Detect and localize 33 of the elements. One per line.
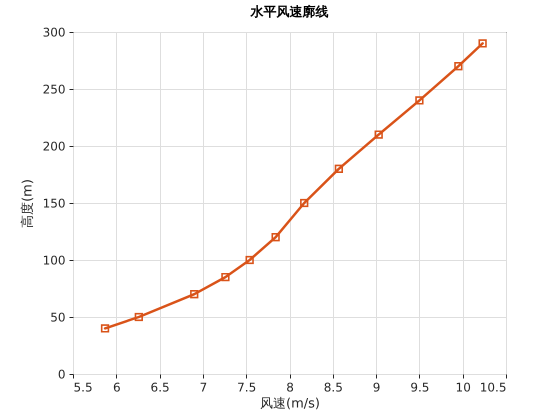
point (246, 256, 254, 264)
point (454, 62, 463, 70)
x-axis-title: 风速(m/s) (260, 396, 320, 412)
x-tick-label: 10.5 (480, 380, 506, 394)
y-tick-label: 300 (42, 26, 66, 40)
x-tick-label: 7.5 (237, 380, 256, 394)
y-tick-label: 150 (42, 196, 66, 210)
y-tick-label: 200 (42, 140, 66, 154)
y-tick-label: 250 (42, 82, 66, 96)
point (221, 272, 230, 282)
x-tick-label: 6.5 (150, 380, 170, 394)
y-axis-title: 高度(m) (20, 179, 36, 228)
x-tick-label: 6 (112, 380, 121, 394)
y-tick-label: 100 (42, 254, 66, 268)
point (271, 233, 280, 242)
x-tick-label: 9.5 (410, 380, 430, 394)
point (300, 198, 308, 208)
x-tick-label: 5.5 (74, 380, 93, 394)
x-tick-label: 10 (456, 380, 471, 394)
x-tick-label: 7 (200, 380, 208, 394)
x-tick-label: 9 (372, 380, 380, 394)
point (415, 96, 424, 105)
point (100, 324, 110, 333)
point (374, 130, 383, 139)
point (190, 290, 198, 298)
y-tick-label: 0 (58, 368, 66, 382)
point (134, 312, 143, 322)
point (478, 39, 487, 48)
y-tick-label: 50 (50, 310, 66, 324)
chart-title: 水平风速廓线 (250, 4, 328, 20)
x-tick-label: 8.5 (324, 380, 343, 394)
point (334, 164, 344, 173)
x-tick-label: 8 (286, 380, 294, 394)
